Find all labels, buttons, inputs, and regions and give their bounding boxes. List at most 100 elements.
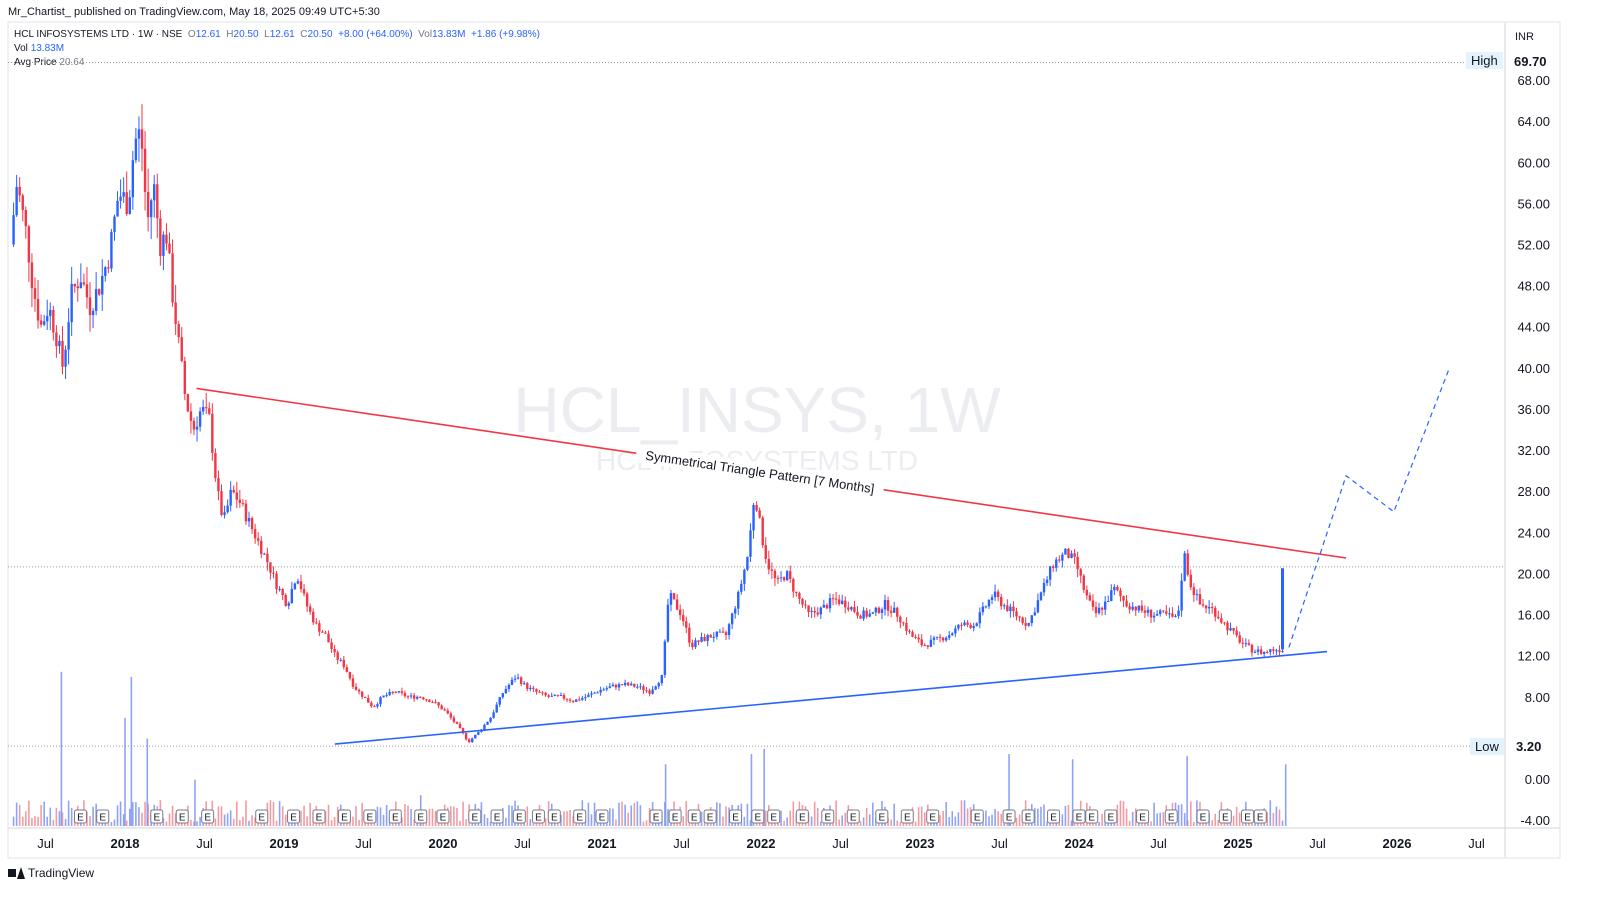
candle-body: [324, 632, 327, 634]
volume-bar: [58, 811, 61, 826]
x-tick-label: Jul: [37, 836, 54, 851]
candle-body: [94, 289, 98, 311]
earnings-marker-icon: [970, 809, 984, 824]
candle-body: [932, 637, 936, 640]
earnings-marker-text: E: [99, 813, 106, 824]
volume-bar: [165, 821, 168, 826]
earnings-marker-icon: [1072, 809, 1086, 824]
candle-body: [822, 604, 826, 608]
chart-frame: [7, 21, 1561, 859]
candle-body: [232, 489, 235, 493]
candle-body: [1018, 616, 1021, 618]
earnings-marker-icon: [547, 809, 561, 824]
candle-body: [412, 695, 416, 699]
volume-bar: [431, 808, 434, 826]
volume-spike-bar: [750, 754, 753, 826]
candle-body: [740, 583, 743, 592]
volume-bar: [743, 816, 746, 826]
volume-bar: [636, 801, 639, 826]
candle-body: [789, 571, 792, 579]
candle-body: [1207, 606, 1211, 609]
candle-body: [1262, 651, 1266, 654]
candle-body: [761, 517, 764, 546]
candle-body: [966, 622, 969, 625]
earnings-marker-icon: [287, 809, 301, 824]
candle-body: [877, 607, 881, 613]
candle-body: [131, 160, 135, 198]
volume-bar: [214, 818, 217, 826]
volume-bar: [1232, 815, 1235, 826]
volume-bar: [890, 819, 892, 826]
volume-bar: [893, 803, 895, 826]
candle-body: [443, 709, 446, 711]
volume-bar: [413, 819, 415, 826]
candle-body: [1110, 590, 1113, 601]
candle-body: [654, 686, 657, 690]
earnings-marker-text: E: [1076, 813, 1083, 824]
volume-bar: [764, 810, 767, 826]
candle-body: [189, 411, 193, 421]
candle-body: [434, 702, 437, 704]
candle-body: [318, 623, 321, 632]
candle-body: [52, 309, 55, 333]
volume-bar: [43, 801, 45, 826]
symbol-name[interactable]: HCL INFOSYSTEMS LTD · 1W · NSE: [14, 29, 183, 40]
volume-bar: [948, 817, 951, 826]
candle-body: [1085, 589, 1089, 596]
candle-body: [1073, 553, 1076, 557]
candle-body: [247, 517, 251, 522]
earnings-marker-text: E: [653, 813, 660, 824]
x-tick-label: 2021: [588, 836, 617, 851]
candle-body: [767, 558, 771, 570]
candle-body: [367, 697, 370, 703]
candle-body: [905, 623, 908, 631]
candle-body: [403, 692, 407, 697]
candle-body: [1100, 607, 1104, 610]
volume-spike-bar: [763, 748, 765, 826]
footer-brand[interactable]: TradingView: [8, 866, 94, 880]
candle-body: [1067, 548, 1070, 558]
volume-bar: [1281, 820, 1284, 826]
candle-body: [1116, 586, 1119, 591]
volume-bar: [379, 807, 382, 826]
candle-body: [1247, 643, 1251, 645]
volume-bar: [260, 821, 263, 826]
volume-bar: [330, 820, 333, 826]
volume-bar: [1162, 812, 1165, 826]
earnings-marker-text: E: [1006, 813, 1013, 824]
earnings-marker-icon: [1104, 809, 1118, 824]
candle-body: [452, 717, 456, 722]
candle-body: [1033, 612, 1037, 616]
candle-body: [978, 612, 982, 624]
candle-body: [694, 640, 697, 648]
candle-body: [85, 284, 89, 298]
candle-body: [584, 697, 587, 699]
y-tick-label: 24.00: [1517, 525, 1550, 540]
earnings-marker-icon: [1002, 809, 1016, 824]
candle-body: [841, 600, 844, 604]
earnings-marker-icon: [512, 809, 526, 824]
volume-bar: [306, 816, 308, 826]
candle-body: [58, 340, 61, 347]
candle-body: [1214, 607, 1217, 617]
candle-body: [336, 652, 339, 660]
candle-body: [578, 699, 581, 701]
candle-body: [944, 637, 948, 641]
earnings-marker-text: E: [599, 813, 606, 824]
candle-body: [293, 583, 297, 589]
volume-bar: [749, 820, 752, 826]
candle-body: [981, 606, 985, 613]
volume-bar: [1278, 809, 1281, 826]
y-tick-label: 28.00: [1517, 484, 1550, 499]
volume-bar: [1134, 808, 1137, 826]
candle-body: [1149, 609, 1153, 618]
candle-body: [272, 572, 275, 574]
y-tick-label: 60.00: [1517, 155, 1550, 170]
candle-body: [79, 282, 83, 289]
volume-bar: [70, 807, 73, 826]
vol-label[interactable]: Vol: [14, 43, 28, 54]
earnings-marker-icon: [337, 809, 351, 824]
candle-body: [587, 694, 590, 698]
candle-body: [672, 593, 676, 600]
